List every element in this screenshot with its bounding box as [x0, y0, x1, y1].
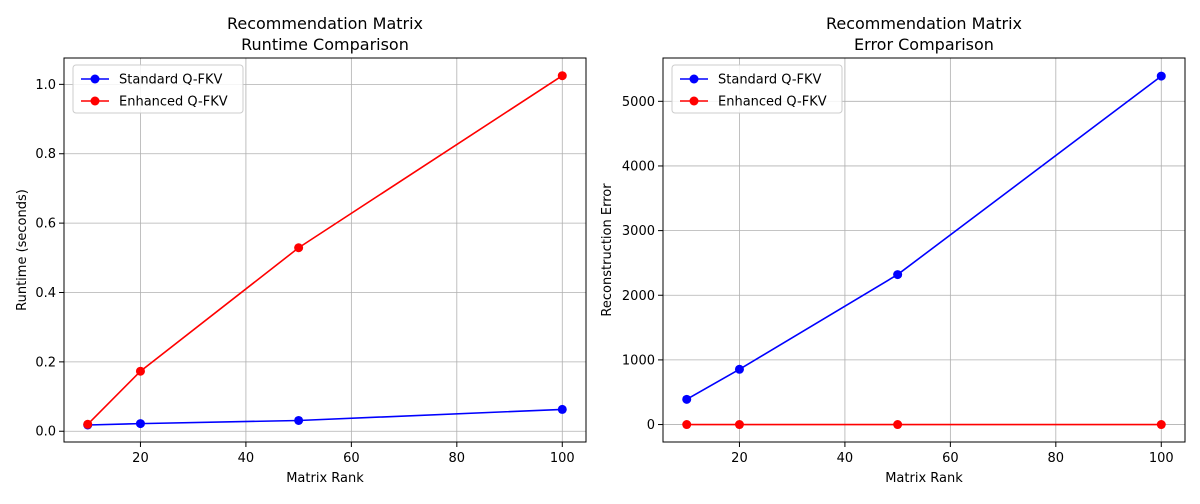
error-chart-ytick-label-1: 1000 — [622, 353, 655, 368]
runtime-chart-axes-frame — [63, 57, 587, 443]
error-chart-ytick-label-2: 2000 — [622, 289, 655, 304]
error-chart-legend-marker-0 — [689, 74, 699, 84]
error-chart-series-0-point-2 — [893, 270, 903, 280]
runtime-chart-series-0-point-1 — [135, 419, 145, 429]
runtime-chart: 20 40 60 80 100 0.0 0.2 0.4 0.6 0.8 1.0 Recommendat… — [15, 14, 587, 486]
error-chart-xtick-label-4: 100 — [1149, 451, 1174, 466]
runtime-chart-ytick-label-2: 0.4 — [35, 286, 56, 301]
runtime-chart-xtick-label-0: 20 — [132, 451, 149, 466]
runtime-chart-ytick-label-5: 1.0 — [35, 78, 56, 93]
error-chart-legend-marker-1 — [689, 96, 699, 106]
runtime-chart-series-0-line — [87, 408, 563, 426]
error-chart-series-1-point-0 — [682, 420, 692, 430]
runtime-chart-title-line-0: Recommendation Matrix — [227, 14, 423, 33]
error-chart-series-1-point-3 — [1156, 420, 1166, 430]
error-chart-x-axis-label: Matrix Rank — [885, 471, 963, 486]
runtime-chart-xtick-label-1: 40 — [238, 451, 255, 466]
error-chart-series-1-point-1 — [734, 420, 744, 430]
error-chart-ytick-label-0: 0 — [647, 418, 655, 433]
runtime-chart-legend-label-0: Standard Q-FKV — [119, 73, 223, 88]
runtime-chart-xtick-label-2: 60 — [343, 451, 360, 466]
error-chart-series-0-line — [686, 75, 1162, 401]
runtime-chart-series-1-line — [87, 75, 563, 425]
runtime-chart-x-axis-label: Matrix Rank — [286, 471, 364, 486]
runtime-chart-title-line-1: Runtime Comparison — [241, 35, 409, 54]
error-chart-title-line-1: Error Comparison — [854, 35, 994, 54]
error-chart-legend-label-0: Standard Q-FKV — [718, 73, 822, 88]
error-chart-xtick-label-3: 80 — [1048, 451, 1065, 466]
error-chart-series-0-point-1 — [734, 364, 744, 374]
error-chart-series-0-point-3 — [1156, 71, 1166, 81]
error-chart-ytick-label-3: 3000 — [622, 224, 655, 239]
runtime-chart-y-axis-label: Runtime (seconds) — [15, 189, 30, 311]
runtime-chart-xtick-label-4: 100 — [550, 451, 575, 466]
error-chart-ytick-label-5: 5000 — [622, 95, 655, 110]
runtime-chart-series-1-point-3 — [557, 71, 567, 81]
runtime-chart-ytick-label-4: 0.8 — [35, 147, 56, 162]
error-chart-legend-label-1: Enhanced Q-FKV — [718, 95, 827, 110]
error-chart-xtick-label-1: 40 — [837, 451, 854, 466]
runtime-chart-legend-box — [72, 64, 244, 114]
runtime-chart-ytick-label-3: 0.6 — [35, 217, 56, 232]
error-chart: 20 40 60 80 100010002000300040005000Recommen… — [600, 14, 1186, 486]
runtime-chart-series-0-point-3 — [557, 404, 567, 414]
runtime-chart-xtick-label-3: 80 — [449, 451, 466, 466]
error-chart-ytick-label-4: 4000 — [622, 159, 655, 174]
error-chart-legend: Standard Q-FKV Enhanced Q-FKV — [671, 64, 843, 114]
runtime-chart-ytick-label-0: 0.0 — [35, 425, 56, 440]
runtime-chart-legend-label-1: Enhanced Q-FKV — [119, 95, 228, 110]
runtime-chart-legend-marker-1 — [90, 96, 100, 106]
runtime-chart-ytick-label-1: 0.2 — [35, 355, 56, 370]
error-chart-series-0-point-0 — [682, 394, 692, 404]
error-chart-series-1-point-2 — [893, 420, 903, 430]
error-chart-xtick-label-0: 20 — [731, 451, 748, 466]
error-chart-y-axis-label: Reconstruction Error — [600, 183, 615, 317]
runtime-chart-legend-marker-0 — [90, 74, 100, 84]
runtime-chart-series-0-point-2 — [294, 415, 304, 425]
runtime-chart-legend: Standard Q-FKV Enhanced Q-FKV — [72, 64, 244, 114]
error-chart-title-line-0: Recommendation Matrix — [826, 14, 1022, 33]
error-chart-legend-box — [671, 64, 843, 114]
runtime-chart-series-1-point-1 — [135, 366, 145, 376]
error-chart-xtick-label-2: 60 — [942, 451, 959, 466]
runtime-chart-series-1-point-0 — [83, 419, 93, 429]
runtime-chart-series-1-point-2 — [294, 243, 304, 253]
error-chart-axes-frame — [662, 57, 1186, 443]
